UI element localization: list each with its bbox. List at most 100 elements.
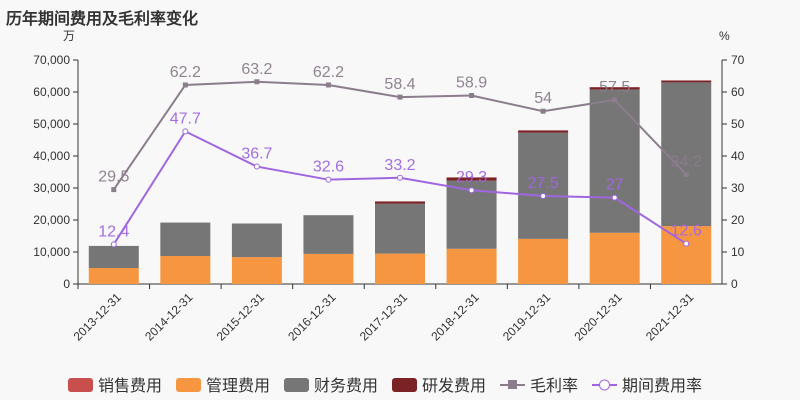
y-right-tick-label: 30 — [731, 181, 745, 195]
x-tick-label: 2020-12-31 — [571, 290, 625, 344]
bar-研发费用 — [661, 80, 712, 83]
legend-swatch — [68, 378, 93, 392]
x-tick-label: 2021-12-31 — [643, 290, 697, 344]
legend-swatch — [284, 378, 309, 392]
x-tick-label: 2015-12-31 — [214, 290, 268, 344]
y-right-tick-label: 0 — [731, 277, 738, 291]
y-right-tick-label: 60 — [731, 85, 745, 99]
point-期间费用率 — [325, 176, 332, 183]
data-label-毛利率: 57.5 — [599, 79, 630, 96]
y-left-tick-label: 40,000 — [33, 149, 70, 163]
bar-财务费用 — [375, 203, 425, 254]
bar-研发费用 — [589, 87, 640, 90]
legend-marker — [599, 379, 610, 391]
data-label-期间费用率: 33.2 — [384, 157, 415, 174]
point-期间费用率 — [182, 128, 189, 135]
bar-财务费用 — [661, 82, 712, 227]
data-label-期间费用率: 12.4 — [98, 223, 129, 240]
x-tick-label: 2014-12-31 — [142, 290, 196, 344]
point-毛利率 — [397, 94, 403, 100]
bar-管理费用 — [303, 253, 354, 284]
y-left-tick-label: 10,000 — [33, 245, 70, 259]
point-毛利率 — [540, 108, 546, 114]
data-label-期间费用率: 12.6 — [671, 223, 702, 240]
data-label-期间费用率: 29.3 — [456, 169, 487, 186]
y-right-tick-label: 10 — [731, 245, 745, 259]
data-label-毛利率: 62.2 — [313, 64, 344, 81]
bar-财务费用 — [88, 245, 139, 268]
legend-swatch — [392, 378, 417, 392]
data-label-期间费用率: 27.5 — [528, 175, 559, 192]
data-label-毛利率: 62.2 — [170, 64, 201, 81]
legend-label: 研发费用 — [422, 377, 486, 395]
bar-管理费用 — [589, 232, 640, 284]
legend-label: 毛利率 — [530, 377, 578, 395]
y-right-tick-label: 40 — [731, 149, 745, 163]
data-label-期间费用率: 47.7 — [170, 110, 201, 127]
y-left-tick-label: 60,000 — [33, 85, 70, 99]
bar-财务费用 — [589, 89, 640, 233]
bar-研发费用 — [518, 130, 569, 133]
bar-管理费用 — [446, 248, 497, 284]
y-right-tick-label: 70 — [731, 53, 745, 67]
bar-管理费用 — [160, 256, 211, 284]
data-label-毛利率: 63.2 — [241, 61, 272, 78]
bar-财务费用 — [160, 222, 211, 256]
y-right-unit: % — [719, 29, 730, 43]
x-tick-label: 2019-12-31 — [500, 290, 554, 344]
point-期间费用率 — [611, 194, 618, 201]
point-毛利率 — [182, 82, 188, 88]
data-label-毛利率: 34.2 — [671, 154, 702, 171]
data-label-期间费用率: 27 — [606, 177, 624, 194]
bar-管理费用 — [231, 257, 282, 284]
bar-研发费用 — [375, 201, 425, 204]
point-期间费用率 — [540, 193, 547, 199]
point-毛利率 — [254, 79, 260, 85]
legend-label: 销售费用 — [98, 377, 162, 395]
x-tick-label: 2016-12-31 — [285, 290, 339, 344]
legend-marker — [508, 380, 517, 389]
legend-label: 管理费用 — [206, 377, 270, 395]
bar-管理费用 — [88, 268, 139, 284]
point-期间费用率 — [397, 174, 403, 181]
point-毛利率 — [683, 172, 689, 178]
bar-研发费用 — [446, 177, 497, 181]
point-毛利率 — [111, 187, 117, 193]
chart-title: 历年期间费用及毛利率变化 — [6, 11, 199, 28]
point-期间费用率 — [683, 240, 690, 247]
bar-财务费用 — [518, 132, 569, 239]
legend-label: 财务费用 — [314, 377, 378, 395]
point-毛利率 — [469, 93, 475, 99]
y-left-tick-label: 70,000 — [33, 53, 70, 67]
legend-label: 期间费用率 — [622, 377, 702, 395]
data-label-毛利率: 58.4 — [384, 76, 415, 93]
data-label-毛利率: 58.9 — [456, 75, 487, 92]
bar-管理费用 — [661, 226, 712, 284]
y-left-tick-label: 50,000 — [33, 117, 70, 131]
point-期间费用率 — [253, 163, 260, 170]
data-label-期间费用率: 32.6 — [313, 159, 344, 176]
point-期间费用率 — [110, 241, 117, 248]
y-left-tick-label: 20,000 — [33, 213, 70, 227]
y-left-tick-label: 0 — [63, 277, 70, 291]
data-label-毛利率: 29.5 — [98, 169, 129, 186]
data-label-期间费用率: 36.7 — [241, 146, 272, 163]
data-label-毛利率: 54 — [534, 90, 552, 107]
legend-swatch — [176, 378, 201, 392]
x-tick-label: 2013-12-31 — [71, 290, 125, 344]
bar-财务费用 — [231, 223, 282, 258]
y-left-unit: 万 — [63, 29, 75, 43]
bar-财务费用 — [303, 215, 354, 254]
y-left-tick-label: 30,000 — [33, 181, 70, 195]
bar-管理费用 — [375, 253, 425, 284]
bar-管理费用 — [518, 238, 569, 284]
point-毛利率 — [325, 82, 331, 88]
x-tick-label: 2018-12-31 — [428, 290, 482, 344]
point-期间费用率 — [468, 187, 475, 194]
x-tick-label: 2017-12-31 — [357, 290, 411, 344]
point-毛利率 — [612, 97, 618, 103]
y-right-tick-label: 20 — [731, 213, 745, 227]
y-right-tick-label: 50 — [731, 117, 745, 131]
